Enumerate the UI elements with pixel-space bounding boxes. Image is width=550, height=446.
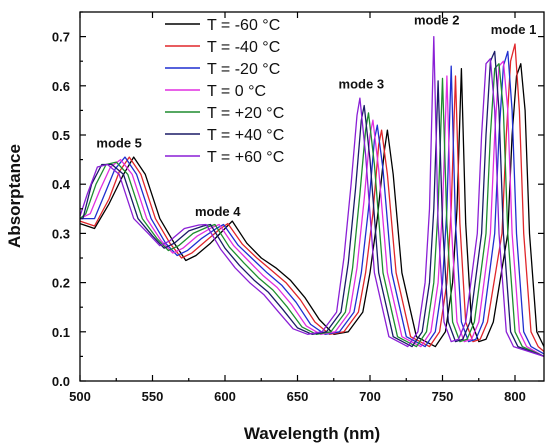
x-tick-label: 650	[287, 389, 309, 404]
legend-item: T = -40 °C	[165, 39, 280, 56]
y-axis-title: Absorptance	[5, 144, 24, 248]
y-tick-label: 0.4	[52, 177, 71, 192]
x-tick-label: 550	[142, 389, 164, 404]
legend-item: T = +40 °C	[165, 127, 284, 144]
legend-label: T = -40 °C	[207, 39, 280, 56]
y-tick-label: 0.1	[52, 325, 70, 340]
series-line-3	[79, 60, 545, 357]
legend-label: T = -60 °C	[207, 17, 280, 34]
y-tick-label: 0.3	[52, 226, 70, 241]
mode-label: mode 3	[339, 76, 385, 91]
x-tick-label: 750	[432, 389, 454, 404]
plot-frame	[79, 11, 545, 382]
y-tick-label: 0.7	[52, 30, 70, 45]
legend-label: T = -20 °C	[207, 61, 280, 78]
legend-label: T = +60 °C	[207, 149, 284, 166]
y-tick-label: 0.5	[52, 128, 70, 143]
legend-item: T = -20 °C	[165, 61, 280, 78]
x-tick-label: 600	[214, 389, 236, 404]
series-line-0	[79, 63, 545, 348]
series-line-6	[79, 35, 545, 358]
y-axis: 0.0 0.1 0.2 0.3 0.4 0.5 0.6 0.7	[52, 11, 544, 389]
x-tick-label: 700	[359, 389, 381, 404]
y-tick-label: 0.6	[52, 79, 70, 94]
mode-label: mode 5	[96, 135, 142, 150]
legend-label: T = +40 °C	[207, 127, 284, 144]
series-line-5	[80, 50, 545, 358]
x-axis: 500 550 600 650 700 750 800	[69, 12, 526, 404]
legend: T = -60 °C T = -40 °C T = -20 °C T = 0 °C T …	[165, 17, 284, 166]
series-line-4	[79, 63, 545, 357]
series-line-1	[79, 43, 545, 352]
y-tick-label: 0.0	[52, 374, 70, 389]
y-tick-label: 0.2	[52, 276, 70, 291]
mode-annotations: mode 5 mode 4 mode 3 mode 2 mode 1	[96, 12, 536, 219]
legend-item: T = +20 °C	[165, 105, 284, 122]
legend-item: T = -60 °C	[165, 17, 280, 34]
series-layer	[79, 35, 545, 358]
x-axis-title: Wavelength (nm)	[244, 424, 380, 443]
mode-label: mode 2	[414, 12, 460, 27]
legend-label: T = 0 °C	[207, 83, 266, 100]
x-tick-label: 800	[504, 389, 526, 404]
legend-item: T = +60 °C	[165, 149, 284, 166]
legend-item: T = 0 °C	[165, 83, 266, 100]
legend-label: T = +20 °C	[207, 105, 284, 122]
mode-label: mode 1	[491, 22, 537, 37]
mode-label: mode 4	[195, 204, 241, 219]
x-tick-label: 500	[69, 389, 91, 404]
